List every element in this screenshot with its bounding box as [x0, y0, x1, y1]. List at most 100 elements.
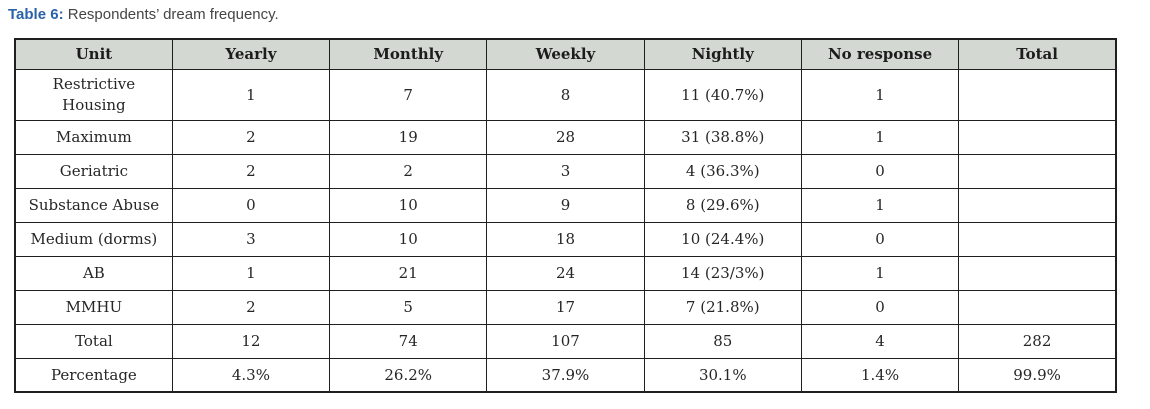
table-caption-text: Respondents’ dream frequency. [67, 6, 279, 23]
table-header: Unit Yearly Monthly Weekly Nightly No respons… [14, 38, 1117, 70]
table-cell: 4.3% [171, 357, 331, 393]
cell-text: 7 (21.8%) [685, 298, 760, 316]
table-cell: 0 [171, 187, 331, 223]
table-row: AB 1 21 24 14 (23/3%) 1 [14, 255, 1117, 291]
table-cell: 1 [800, 187, 960, 223]
table-cell: 1.4% [800, 357, 960, 393]
cell-text: Substance Abuse [28, 196, 160, 214]
cell-text: Restrictive Housing [52, 75, 136, 114]
cell-text: AB [82, 264, 105, 282]
cell-text: Geriatric [59, 162, 128, 180]
cell-text: 10 (24.4%) [681, 230, 765, 248]
column-header-unit: Unit [14, 38, 173, 70]
cell-text: 1 [875, 128, 885, 146]
table-cell: 4 (36.3%) [643, 153, 802, 189]
table-cell: 2 [171, 289, 331, 325]
cell-text: 107 [551, 332, 580, 350]
cell-text: 0 [246, 196, 256, 214]
table-cell: 1 [800, 255, 960, 291]
column-header-no-response: No response [800, 38, 960, 70]
table-cell: 1 [171, 255, 331, 291]
table-cell: 0 [800, 289, 960, 325]
cell-text: 10 [398, 230, 418, 248]
table-cell: 85 [643, 323, 802, 359]
cell-text: 30.1% [698, 365, 747, 384]
cell-text: 19 [398, 128, 418, 146]
row-label-cell: Percentage [14, 357, 173, 393]
table-cell: 14 (23/3%) [643, 255, 802, 291]
table-cell: 12 [171, 323, 331, 359]
cell-text: 1 [875, 196, 885, 214]
row-label-cell: Geriatric [14, 153, 173, 189]
table-row: MMHU 2 5 17 7 (21.8%) 0 [14, 289, 1117, 325]
table-cell: 0 [800, 153, 960, 189]
table-row: Percentage 4.3% 26.2% 37.9% 30.1% 1.4% 99.9% [14, 357, 1117, 393]
cell-text: Medium (dorms) [30, 230, 158, 248]
cell-text: 18 [555, 230, 576, 248]
table-cell [958, 119, 1117, 155]
cell-text: Total [75, 332, 113, 350]
table-cell: 37.9% [486, 357, 645, 393]
cell-text: Maximum [56, 128, 132, 146]
table-cell: 26.2% [329, 357, 488, 393]
cell-text: 1.4% [860, 365, 900, 384]
cell-text: 24 [555, 264, 576, 282]
cell-text: 26.2% [384, 365, 433, 384]
column-header-yearly: Yearly [171, 38, 331, 70]
table-row: Geriatric 2 2 3 4 (36.3%) 0 [14, 153, 1117, 189]
cell-text: Percentage [50, 365, 137, 384]
table-cell: 2 [171, 119, 331, 155]
table-cell: 7 (21.8%) [643, 289, 802, 325]
row-label-cell: AB [14, 255, 173, 291]
column-header-total: Total [958, 38, 1117, 70]
cell-text: 12 [241, 332, 261, 350]
cell-text: 0 [875, 162, 885, 180]
row-label-cell: Total [14, 323, 173, 359]
table-cell [958, 153, 1117, 189]
table-cell: 9 [486, 187, 645, 223]
row-label-cell: Maximum [14, 119, 173, 155]
table-row: Substance Abuse 0 10 9 8 (29.6%) 1 [14, 187, 1117, 223]
table-cell: 5 [329, 289, 488, 325]
table-cell: 10 [329, 221, 488, 257]
table-cell: 1 [800, 119, 960, 155]
table-caption: Table 6: Respondents’ dream frequency. [8, 5, 1150, 25]
cell-text: 10 [398, 196, 418, 214]
table-cell: 1 [171, 68, 331, 121]
table-cell: 17 [486, 289, 645, 325]
table-cell: 28 [486, 119, 645, 155]
cell-text: 282 [1022, 332, 1052, 350]
cell-text: 1 [875, 85, 885, 104]
table-cell: 1 [800, 68, 960, 121]
cell-text: 8 [560, 85, 571, 104]
cell-text: 1 [246, 264, 256, 282]
cell-text: 7 [403, 85, 413, 104]
cell-text: 8 (29.6%) [685, 196, 760, 214]
table-cell: 2 [171, 153, 331, 189]
column-header-weekly: Weekly [486, 38, 645, 70]
table-cell: 11 (40.7%) [643, 68, 802, 121]
cell-text: 37.9% [541, 365, 590, 384]
cell-text: 99.9% [1013, 365, 1061, 384]
table-row: Total 12 74 107 85 4 282 [14, 323, 1117, 359]
table-cell: 7 [329, 68, 488, 121]
cell-text: 2 [246, 162, 256, 180]
table-cell [958, 68, 1117, 121]
table-caption-label: Table 6: [8, 6, 64, 23]
cell-text: 2 [403, 162, 413, 180]
cell-text: 9 [560, 196, 571, 214]
table-cell: 74 [329, 323, 488, 359]
table-cell: 21 [329, 255, 488, 291]
cell-text: 14 (23/3%) [681, 264, 765, 282]
table-cell: 31 (38.8%) [643, 119, 802, 155]
table-cell: 107 [486, 323, 645, 359]
table-cell: 3 [486, 153, 645, 189]
table-cell: 24 [486, 255, 645, 291]
cell-text: 0 [875, 298, 885, 316]
table-cell: 282 [958, 323, 1117, 359]
cell-text: 2 [246, 128, 256, 146]
cell-text: MMHU [65, 298, 123, 316]
column-header-monthly: Monthly [329, 38, 488, 70]
cell-text: 0 [875, 230, 885, 248]
table-cell: 3 [171, 221, 331, 257]
